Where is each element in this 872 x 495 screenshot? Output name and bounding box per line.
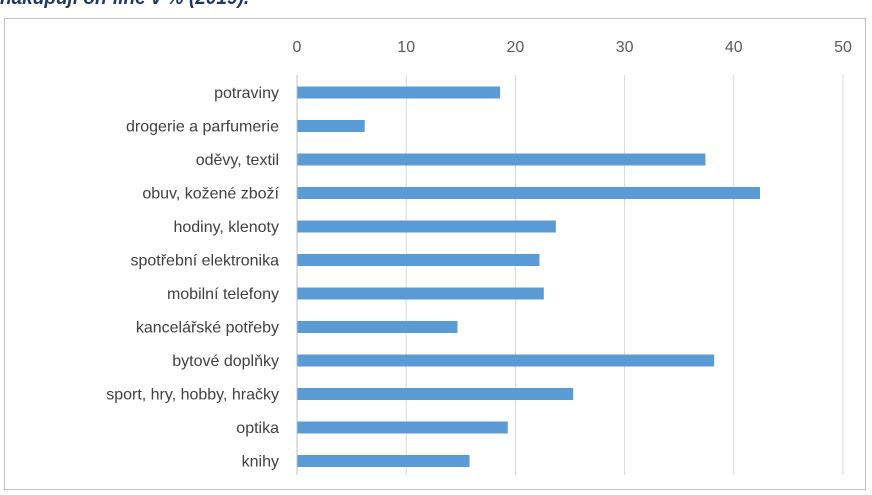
x-tick-label: 10 [397, 39, 415, 56]
x-tick-label: 40 [725, 39, 743, 56]
category-labels: potraviny drogerie a parfumerie oděvy, tex… [106, 85, 279, 471]
bar [297, 321, 458, 333]
bar [297, 153, 706, 166]
x-tick-label: 30 [616, 39, 634, 56]
x-tick-label: 20 [507, 39, 525, 56]
category-label: mobilní telefony [167, 286, 279, 303]
bar [297, 388, 574, 400]
category-label: optika [236, 420, 279, 437]
category-label: knihy [242, 454, 279, 471]
category-label: drogerie a parfumerie [126, 119, 279, 136]
x-tick-label: 50 [834, 39, 852, 56]
bar [297, 354, 715, 367]
bar [297, 86, 501, 99]
chart-frame [4, 18, 866, 490]
category-label: oděvy, textil [196, 152, 279, 169]
bar [297, 120, 365, 132]
bars [297, 86, 761, 467]
bar [297, 421, 508, 434]
category-label: obuv, kožené zboží [142, 186, 279, 203]
category-label: spotřební elektronika [130, 253, 279, 270]
bar [297, 187, 761, 199]
x-tick-label: 0 [293, 39, 302, 56]
bar [297, 287, 544, 300]
bar [297, 455, 470, 467]
gridlines [405, 75, 844, 475]
category-label: hodiny, klenoty [173, 219, 279, 236]
category-label: kancelářské potřeby [136, 320, 279, 337]
bar [297, 220, 556, 233]
x-axis-ticks: 0 10 20 30 40 50 [293, 39, 852, 56]
chart-title: nakupují on-line v % (2019). [0, 0, 249, 10]
category-label: sport, hry, hobby, hračky [106, 387, 279, 404]
bar [297, 254, 540, 266]
category-label: bytové doplňky [172, 353, 279, 370]
category-label: potraviny [214, 85, 279, 102]
